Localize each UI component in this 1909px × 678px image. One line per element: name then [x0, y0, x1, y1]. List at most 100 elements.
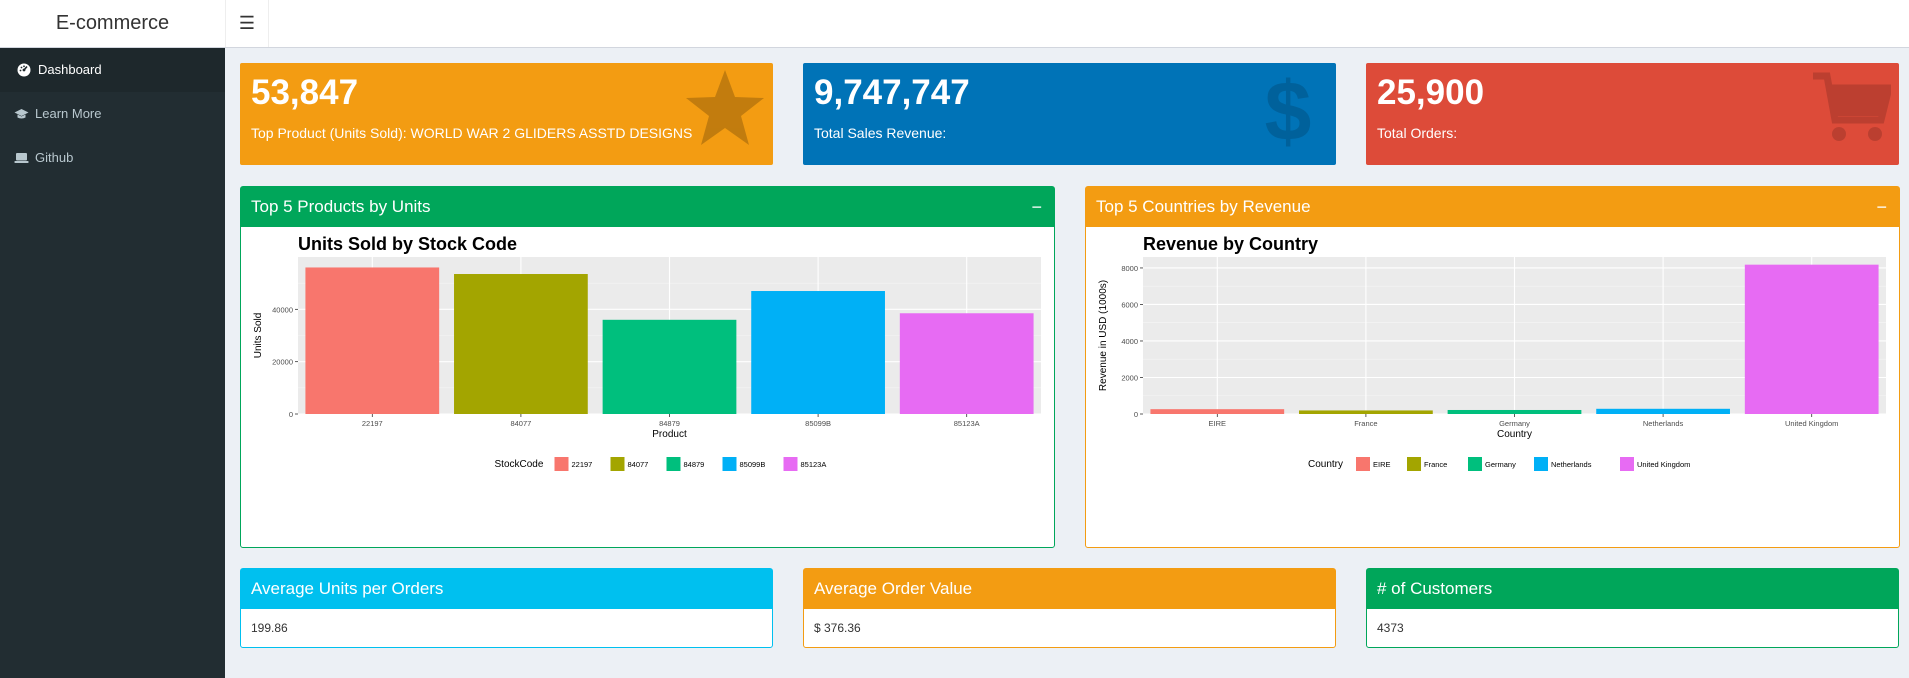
collapse-button[interactable]: − [1876, 197, 1887, 217]
main-content: 53,847 Top Product (Units Sold): WORLD W… [225, 48, 1909, 678]
avg-order-value-title: Average Order Value [814, 579, 973, 598]
avg-units-title: Average Units per Orders [251, 579, 444, 598]
countries-box-title: Top 5 Countries by Revenue [1096, 197, 1311, 216]
value-box-number: 9,747,747 [814, 73, 970, 112]
app-logo[interactable]: E-commerce [0, 0, 225, 47]
legend-swatch [783, 457, 798, 471]
x-tick-label: United Kingdom [1785, 419, 1838, 428]
svg-text:$: $ [1265, 68, 1312, 148]
avg-order-value-box: Average Order Value $ 376.36 [803, 568, 1336, 648]
legend-swatch [1407, 457, 1421, 471]
top-header: E-commerce ☰ [0, 0, 1909, 48]
legend-label: Netherlands [1551, 460, 1592, 469]
bar-germany [1447, 409, 1582, 414]
dashboard-icon [16, 62, 32, 78]
dollar-icon: $ [1265, 68, 1312, 148]
sidebar-item-github[interactable]: Github [0, 136, 225, 180]
value-box-number: 25,900 [1377, 73, 1485, 112]
sidebar-item-label: Github [35, 150, 74, 165]
avg-units-box: Average Units per Orders 199.86 [240, 568, 773, 648]
x-tick-label: EIRE [1209, 419, 1227, 428]
legend-label: 84879 [684, 460, 705, 469]
avg-units-box-header: Average Units per Orders [241, 569, 772, 609]
x-tick-label: 84879 [659, 419, 680, 428]
star-icon [686, 70, 764, 145]
y-tick-label: 4000 [1121, 337, 1138, 346]
x-tick-label: Germany [1499, 419, 1530, 428]
y-tick-label: 0 [1134, 410, 1138, 419]
legend-swatch [1534, 457, 1548, 471]
customers-box-header: # of Customers [1367, 569, 1898, 609]
bar-84077 [454, 274, 588, 414]
legend-label: Germany [1485, 460, 1516, 469]
y-axis-label: Revenue in USD (1000s) [1098, 280, 1109, 391]
avg-order-value-box-header: Average Order Value [804, 569, 1335, 609]
customers-box: # of Customers 4373 [1366, 568, 1899, 648]
legend-swatch [1468, 457, 1482, 471]
bar-84879 [602, 319, 737, 414]
sidebar-item-dashboard[interactable]: Dashboard [0, 48, 225, 92]
chart-title: Units Sold by Stock Code [298, 234, 517, 254]
legend-swatch [554, 457, 569, 471]
products-box-title: Top 5 Products by Units [251, 197, 431, 216]
shopping-cart-icon [1813, 72, 1891, 141]
y-tick-label: 6000 [1121, 300, 1138, 309]
customers-value: 4373 [1377, 621, 1404, 635]
value-box-subtitle: Total Orders: [1377, 125, 1458, 141]
collapse-button[interactable]: − [1031, 197, 1042, 217]
legend-label: 85099B [740, 460, 766, 469]
sidebar-item-label: Dashboard [38, 62, 102, 77]
x-tick-label: 85099B [805, 419, 831, 428]
bar-france [1299, 410, 1433, 414]
hamburger-icon: ☰ [238, 13, 256, 33]
x-tick-label: 85123A [954, 419, 980, 428]
legend-swatch [610, 457, 625, 471]
customers-title: # of Customers [1377, 579, 1493, 598]
revenue-by-country-chart: Revenue by Country 0 2000 4000 6000 8000 EIRE F… [1098, 234, 1886, 471]
graduation-cap-icon [13, 106, 29, 122]
value-box-subtitle: Total Sales Revenue: [814, 125, 947, 141]
legend-label: 84077 [628, 460, 649, 469]
legend-label: United Kingdom [1637, 460, 1690, 469]
legend-label: 22197 [572, 460, 593, 469]
bar-eire [1150, 409, 1285, 414]
bar-85099b [751, 291, 885, 414]
value-box-total-revenue: 9,747,747 Total Sales Revenue: $ [803, 63, 1336, 165]
legend-swatch [1620, 457, 1634, 471]
y-tick-label: 0 [289, 410, 293, 419]
x-tick-label: Netherlands [1643, 419, 1684, 428]
chart-legend: Country EIRE France Germany Netherlands Unite… [1308, 457, 1690, 471]
legend-title: Country [1308, 459, 1343, 470]
bar-22197 [305, 267, 440, 414]
y-tick-label: 2000 [1121, 373, 1138, 382]
sidebar-toggle-button[interactable]: ☰ [225, 0, 269, 47]
y-tick-label: 8000 [1121, 264, 1138, 273]
bar-netherlands [1596, 408, 1730, 414]
x-tick-label: France [1354, 419, 1377, 428]
legend-swatch [666, 457, 681, 471]
x-tick-label: 22197 [362, 419, 383, 428]
products-box-header: Top 5 Products by Units − [241, 187, 1054, 227]
units-sold-chart: Units Sold by Stock Code 0 20000 40000 22197… [253, 234, 1041, 471]
bar-85123a [899, 313, 1034, 414]
value-box-top-product: 53,847 Top Product (Units Sold): WORLD W… [240, 63, 773, 165]
x-axis-label: Country [1497, 429, 1532, 440]
legend-label: 85123A [801, 460, 827, 469]
laptop-icon [13, 150, 29, 166]
legend-swatch [1356, 457, 1370, 471]
avg-units-value: 199.86 [251, 621, 288, 635]
chart-legend: StockCode 22197 84077 84879 85099B 85123A [495, 457, 827, 471]
chart-title: Revenue by Country [1143, 234, 1318, 254]
x-axis-label: Product [652, 429, 687, 440]
y-axis-label: Units Sold [253, 313, 264, 359]
legend-label: EIRE [1373, 460, 1391, 469]
products-chart-box: Top 5 Products by Units − Units Sold by … [240, 186, 1055, 548]
sidebar-item-label: Learn More [35, 106, 102, 121]
value-box-number: 53,847 [251, 73, 359, 112]
legend-title: StockCode [495, 459, 544, 470]
countries-chart-box: Top 5 Countries by Revenue − Revenue by … [1085, 186, 1900, 548]
avg-order-value-value: $ 376.36 [814, 621, 861, 635]
countries-box-header: Top 5 Countries by Revenue − [1086, 187, 1899, 227]
sidebar-item-learn-more[interactable]: Learn More [0, 92, 225, 136]
y-tick-label: 40000 [272, 305, 293, 314]
